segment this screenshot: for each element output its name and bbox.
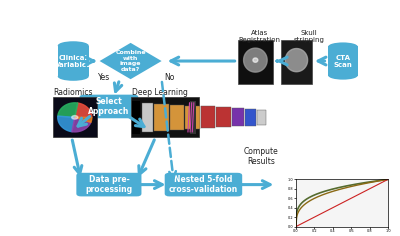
Polygon shape [100,43,162,79]
FancyBboxPatch shape [58,46,89,76]
Text: Yes: Yes [98,73,110,82]
FancyBboxPatch shape [245,109,256,126]
FancyBboxPatch shape [216,107,231,127]
Polygon shape [58,103,78,117]
Polygon shape [253,58,258,62]
FancyBboxPatch shape [165,173,242,196]
Text: Skull
stripping: Skull stripping [294,30,324,43]
FancyBboxPatch shape [142,103,153,132]
Text: Compute
Results: Compute Results [244,147,278,166]
Text: Data pre-
processing: Data pre- processing [85,175,132,194]
Polygon shape [244,48,267,72]
Ellipse shape [328,42,358,51]
Text: Atlas
Registration: Atlas Registration [238,30,280,43]
Text: Combine
with
image
data?: Combine with image data? [115,50,146,72]
FancyBboxPatch shape [170,105,184,130]
FancyBboxPatch shape [257,110,266,125]
Polygon shape [285,49,308,72]
Text: CTA
Scan: CTA Scan [334,55,352,67]
Ellipse shape [328,72,358,80]
Text: Radiomics: Radiomics [53,88,92,97]
Text: Clinical
Variables: Clinical Variables [55,55,92,67]
Text: No: No [165,73,175,82]
FancyBboxPatch shape [238,40,273,84]
Ellipse shape [58,72,89,81]
FancyBboxPatch shape [232,108,244,126]
FancyBboxPatch shape [185,105,200,129]
Polygon shape [72,117,91,132]
FancyBboxPatch shape [131,97,199,137]
Polygon shape [58,116,75,132]
FancyBboxPatch shape [80,95,138,118]
Ellipse shape [58,41,89,50]
Text: Deep Learning: Deep Learning [132,88,188,97]
FancyBboxPatch shape [281,40,312,84]
FancyBboxPatch shape [190,101,196,134]
FancyBboxPatch shape [154,104,169,131]
Polygon shape [72,116,78,119]
FancyBboxPatch shape [53,97,96,137]
Text: Nested 5-fold
cross-validation: Nested 5-fold cross-validation [169,175,238,194]
FancyBboxPatch shape [201,106,215,128]
FancyBboxPatch shape [132,101,140,134]
FancyBboxPatch shape [76,173,142,196]
Polygon shape [75,117,92,122]
Polygon shape [75,103,92,117]
Text: Select
Approach: Select Approach [88,97,130,116]
FancyBboxPatch shape [328,46,358,76]
